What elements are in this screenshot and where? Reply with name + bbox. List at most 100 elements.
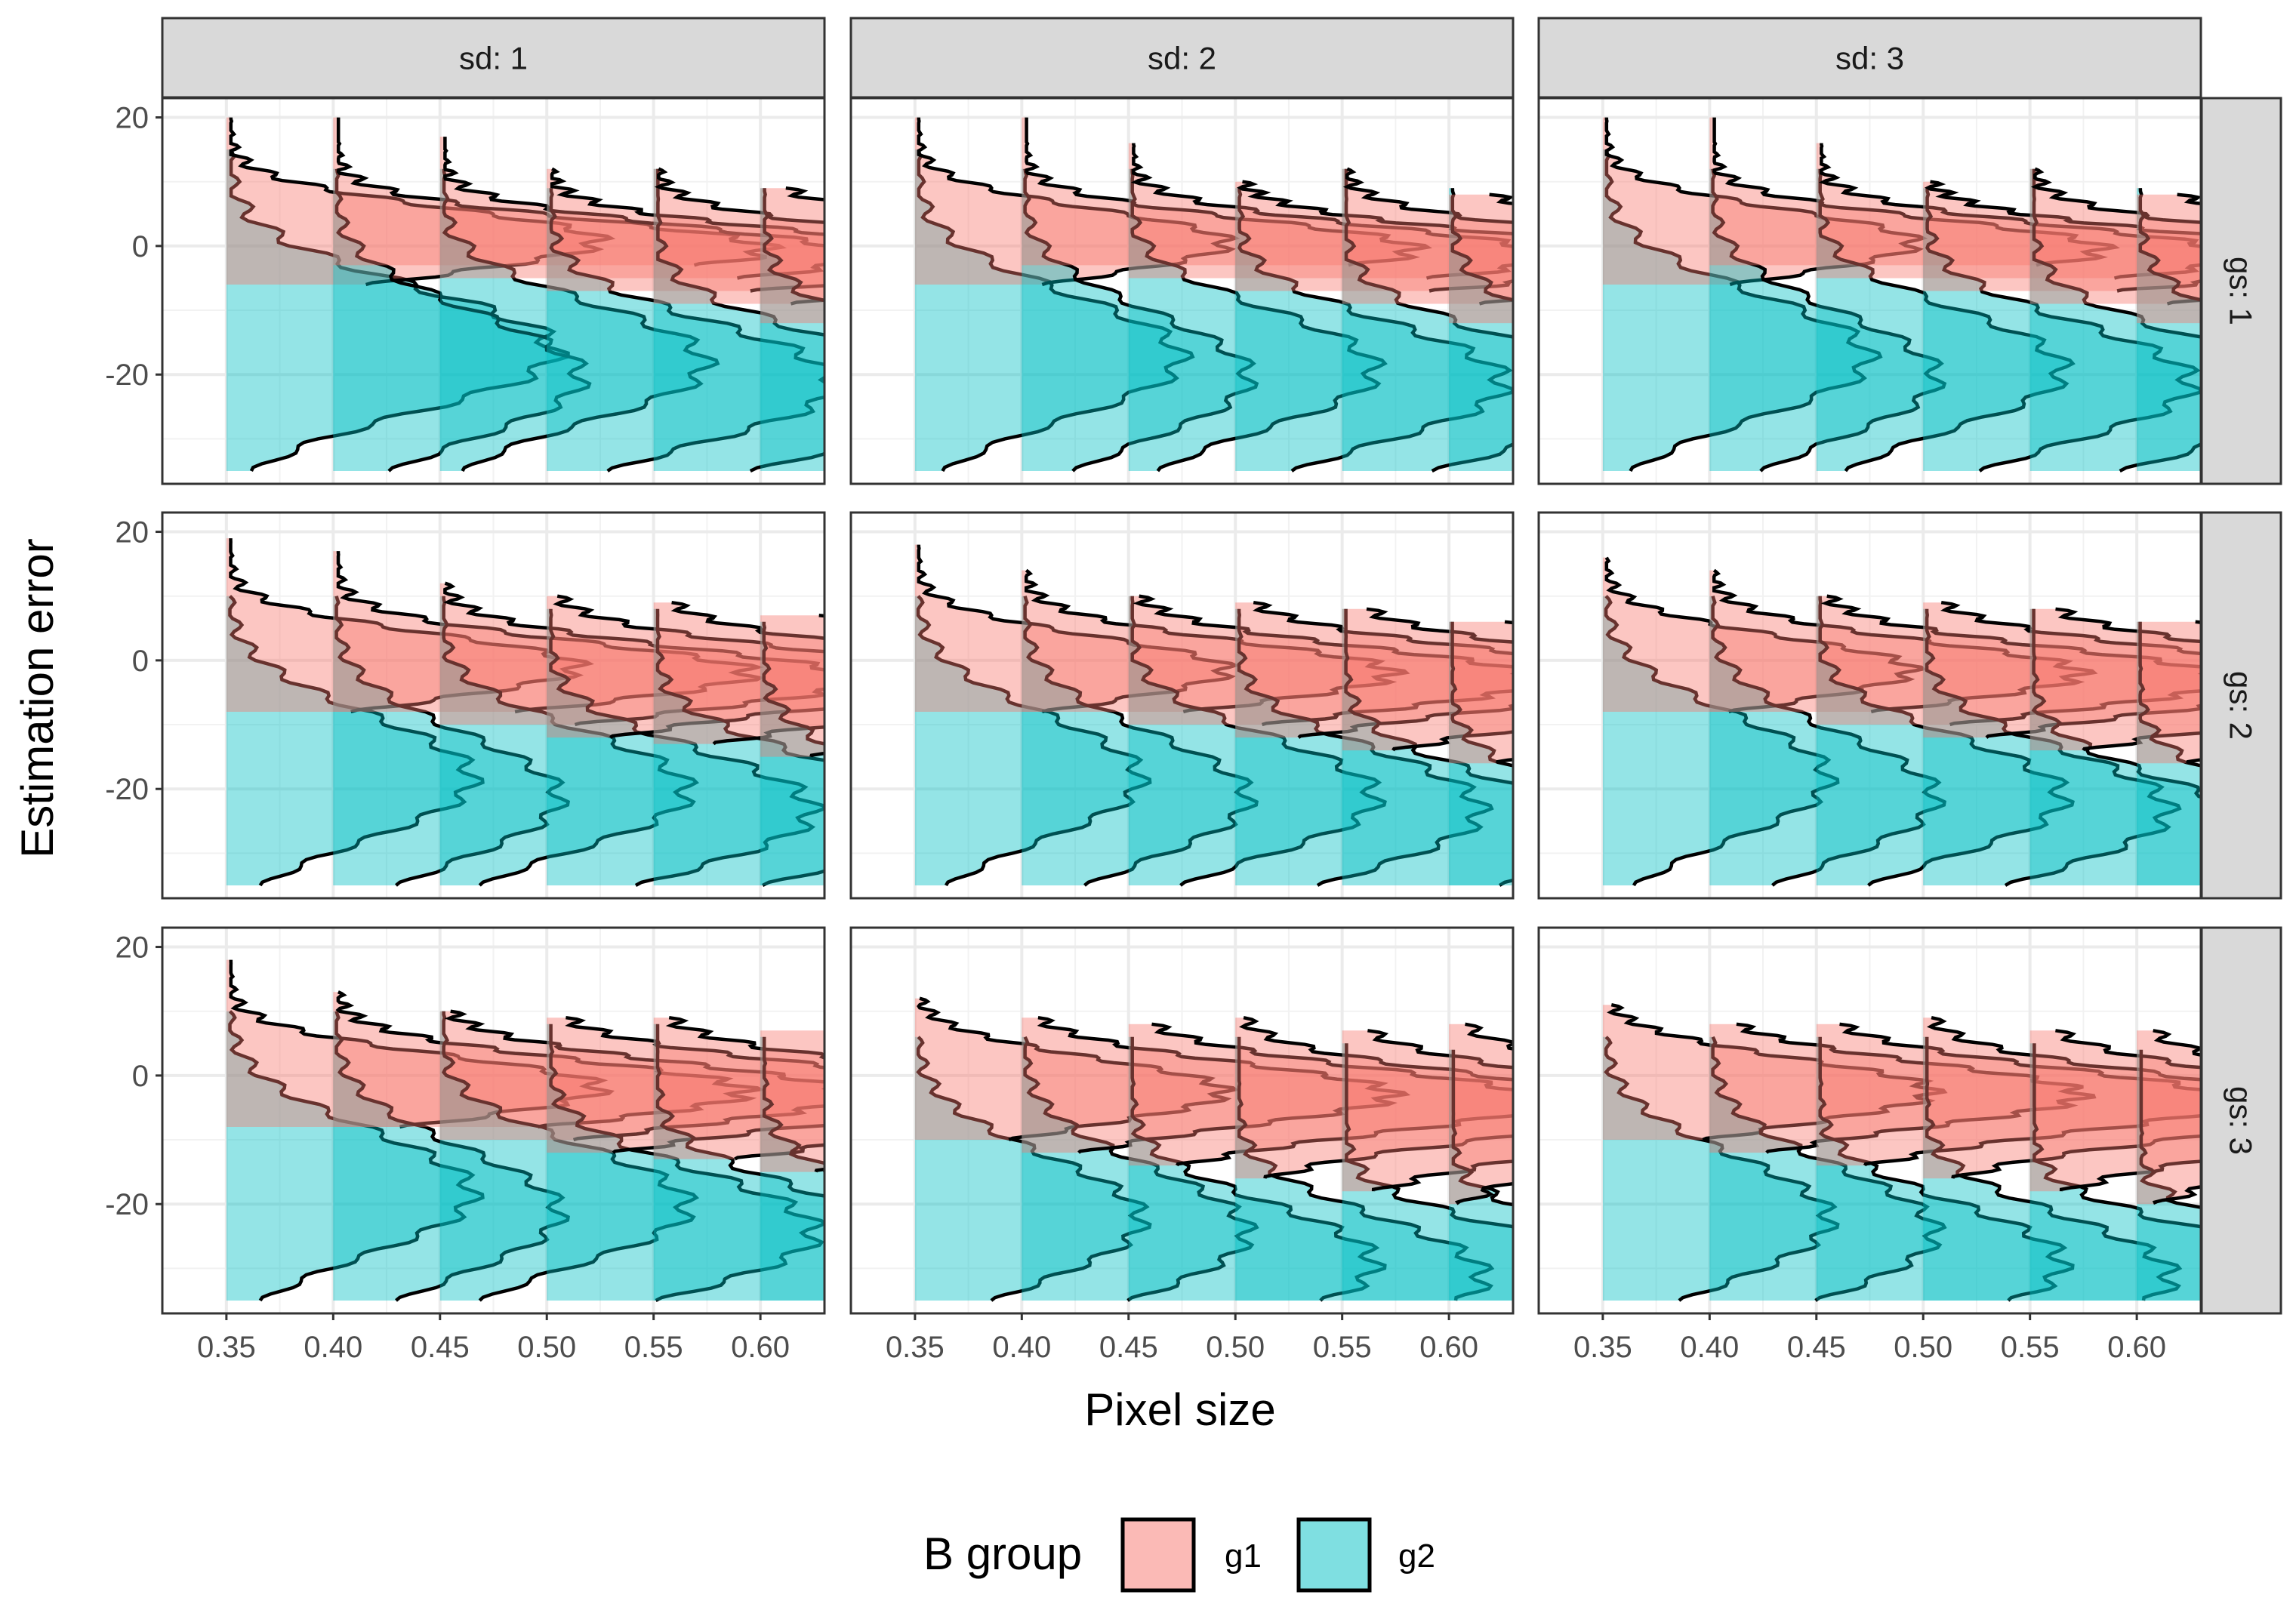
violin-g1 xyxy=(914,998,1236,1140)
violin-g1 xyxy=(1128,596,1513,725)
facet-strip-right: gs: 2 xyxy=(2200,511,2282,900)
violin-g1 xyxy=(1923,602,2201,738)
violin-g1-outline xyxy=(229,959,615,1129)
violin-g1 xyxy=(333,551,761,712)
y-tick-label: -20 xyxy=(105,359,149,392)
violin-g2-outline xyxy=(763,188,824,303)
violin-g2 xyxy=(2029,168,2201,471)
legend-title: B group xyxy=(923,1528,1082,1579)
legend-swatch-g1 xyxy=(1120,1517,1196,1593)
violin-g2-outline xyxy=(1451,1049,1513,1207)
violin-g2-outline xyxy=(1130,1036,1387,1302)
violin-g1 xyxy=(2137,194,2201,324)
violin-g1-outline xyxy=(444,1009,824,1142)
violin-g1 xyxy=(333,992,761,1127)
violin-g1 xyxy=(1816,143,2201,279)
violin-g2 xyxy=(1128,596,1385,885)
y-tick-label: 0 xyxy=(132,230,149,263)
violin-g2-outline xyxy=(1604,595,1840,887)
violin-g2 xyxy=(439,1011,697,1301)
violin-g2-outline xyxy=(1237,608,1494,887)
violin-g1-outline xyxy=(336,551,766,714)
panels-layer xyxy=(161,97,2202,1315)
x-tick-label: 0.45 xyxy=(411,1331,470,1364)
panel-border xyxy=(849,926,1515,1315)
facet-strip-label: gs: 2 xyxy=(2224,671,2259,740)
x-tick-label: 0.60 xyxy=(2107,1331,2166,1364)
violin-g1 xyxy=(1128,143,1513,279)
violin-g1 xyxy=(2029,608,2201,751)
x-tick-label: 0.60 xyxy=(1419,1331,1478,1364)
violin-g2-outline xyxy=(1711,1036,1947,1302)
violin-g2-outline xyxy=(656,168,824,473)
violin-g1-outline xyxy=(1253,600,1513,739)
violin-g2 xyxy=(1602,1036,1838,1301)
violin-g1-outline xyxy=(229,538,594,714)
violin-g2 xyxy=(2137,1049,2201,1301)
y-tick-label: 0 xyxy=(132,645,149,678)
violin-g2 xyxy=(1235,1036,1492,1301)
violin-g1-outline xyxy=(443,581,824,727)
facet-strip-top: sd: 2 xyxy=(849,17,1515,99)
violin-g2-outline xyxy=(2138,188,2201,302)
x-tick-label: 0.60 xyxy=(731,1331,790,1364)
violin-g2-outline xyxy=(334,596,571,887)
violin-g1-outline xyxy=(443,137,824,280)
violin-g2-outline xyxy=(1818,168,2076,473)
violin-g2 xyxy=(1342,608,1513,885)
violin-g2 xyxy=(1128,168,1385,471)
violin-g2 xyxy=(1022,1036,1257,1301)
violin-g1 xyxy=(333,117,782,266)
violin-g2-outline xyxy=(442,1011,700,1302)
violin-g2-outline xyxy=(1818,1036,2075,1302)
violin-g2 xyxy=(1342,1043,1513,1301)
violin-g2 xyxy=(914,596,1151,885)
x-tick-label: 0.35 xyxy=(1573,1331,1632,1364)
violin-g2-outline xyxy=(1023,596,1259,887)
violin-g2 xyxy=(1816,596,2073,885)
violin-g2 xyxy=(2137,621,2201,885)
violin-g2-outline xyxy=(2032,1043,2201,1229)
violin-g2 xyxy=(1709,596,1945,885)
facet-panel xyxy=(1537,926,2202,1315)
violin-g2 xyxy=(2029,1043,2201,1301)
density-layer xyxy=(1602,556,2201,887)
violin-g1-outline xyxy=(1024,568,1410,714)
violin-g1-outline xyxy=(1025,117,1432,267)
violin-g1 xyxy=(1235,602,1513,738)
violin-g1 xyxy=(914,117,1236,285)
violin-g1-outline xyxy=(1712,568,2098,714)
x-tick-label: 0.40 xyxy=(992,1331,1051,1364)
violin-g1 xyxy=(760,1030,824,1172)
violin-g1 xyxy=(1022,570,1407,712)
violin-g1-outline xyxy=(229,117,616,287)
y-tick-label: 0 xyxy=(132,1060,149,1093)
facet-strip-label: gs: 1 xyxy=(2224,257,2259,325)
facet-strip-top: sd: 1 xyxy=(161,17,826,99)
violin-g2 xyxy=(547,608,824,885)
density-layer xyxy=(226,117,824,473)
violin-g1 xyxy=(1449,1024,1513,1205)
facet-panel xyxy=(849,926,1515,1315)
violin-g2-outline xyxy=(1925,1036,2183,1301)
violin-g2 xyxy=(1709,1036,1945,1301)
facet-strip-label: gs: 3 xyxy=(2224,1086,2259,1155)
facet-panel xyxy=(161,97,826,485)
violin-g1 xyxy=(760,188,824,324)
violin-g2-outline xyxy=(916,595,1152,887)
violin-g2-outline xyxy=(228,1010,485,1302)
violin-g2-outline xyxy=(2138,621,2201,768)
violin-g1 xyxy=(439,1011,824,1140)
legend-swatch-g2 xyxy=(1296,1517,1372,1593)
x-tick-label: 0.55 xyxy=(2001,1331,2060,1364)
violin-g2-outline xyxy=(229,149,570,472)
violin-g2 xyxy=(547,188,824,471)
x-tick-label: 0.35 xyxy=(886,1331,945,1364)
violin-g1 xyxy=(547,596,824,738)
violin-g1-outline xyxy=(1604,117,1928,287)
density-layer xyxy=(226,538,824,888)
x-tick-label: 0.55 xyxy=(624,1331,683,1364)
panel-border xyxy=(161,511,826,900)
panel-border xyxy=(161,926,826,1315)
